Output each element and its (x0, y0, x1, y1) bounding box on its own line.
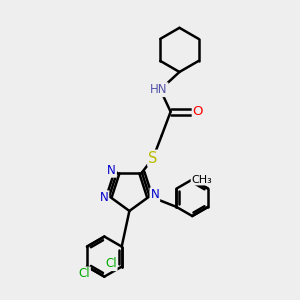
Text: CH₃: CH₃ (192, 175, 212, 184)
Text: HN: HN (150, 83, 168, 96)
Text: N: N (100, 191, 108, 204)
Text: N: N (151, 188, 159, 201)
Text: N: N (107, 164, 116, 177)
Text: Cl: Cl (78, 268, 90, 281)
Text: S: S (148, 151, 158, 166)
Text: Cl: Cl (105, 257, 117, 270)
Text: O: O (193, 105, 203, 118)
